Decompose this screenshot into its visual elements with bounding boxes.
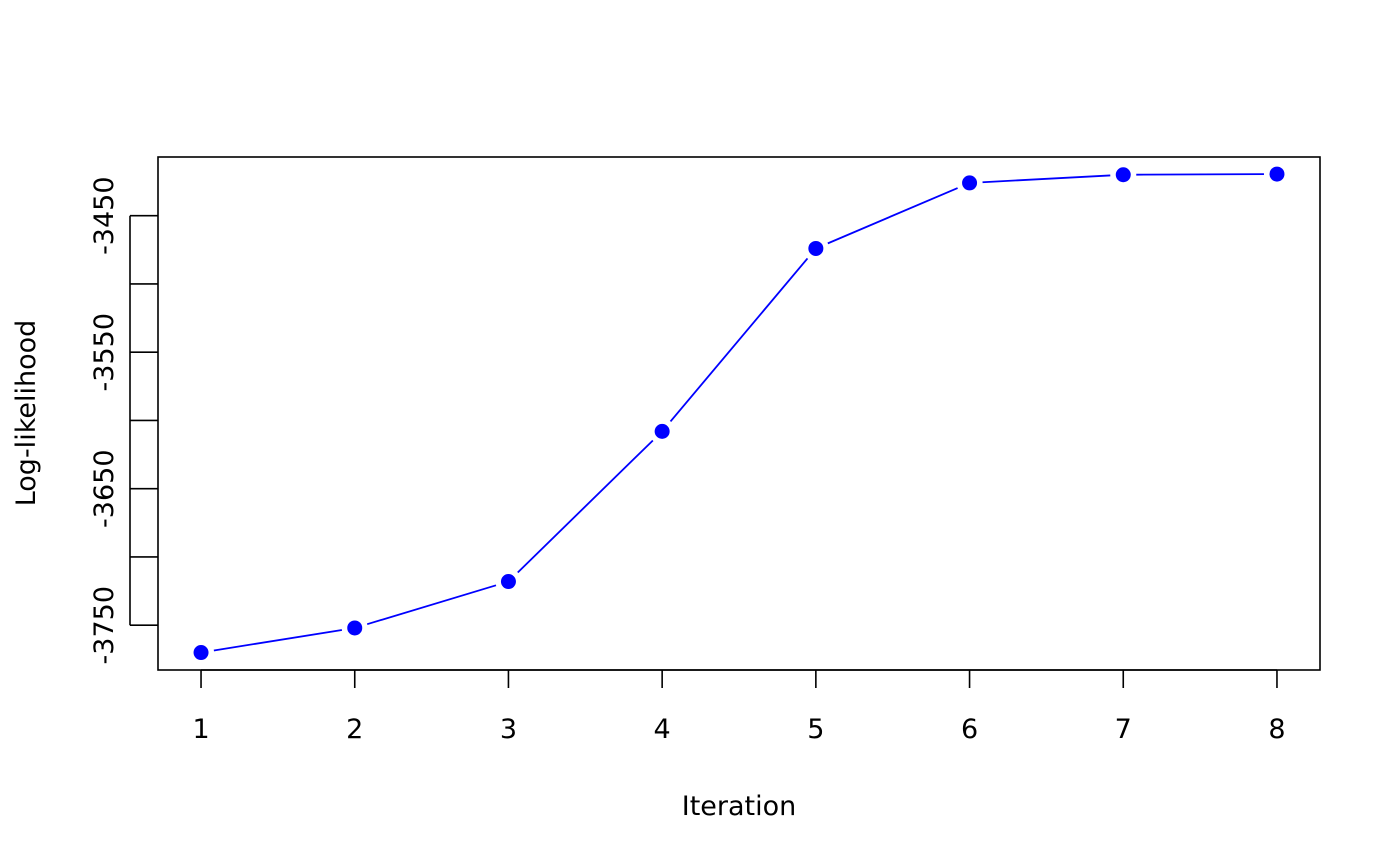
data-point <box>1115 167 1131 183</box>
y-tick-label: -3650 <box>89 449 120 527</box>
x-tick-label: 8 <box>1268 714 1285 745</box>
series-segment <box>517 439 654 574</box>
x-tick-label: 5 <box>807 714 824 745</box>
data-point <box>808 240 824 256</box>
series-segment <box>827 187 958 245</box>
y-tick-label: -3750 <box>89 586 120 664</box>
y-axis-title: Log-likelihood <box>11 320 42 507</box>
series-segment <box>1136 173 1264 176</box>
data-point <box>193 645 209 661</box>
series-segment <box>669 257 809 423</box>
x-axis-title: Iteration <box>682 791 797 822</box>
data-point <box>500 574 516 590</box>
series-segment <box>982 174 1111 184</box>
data-point <box>962 175 978 191</box>
x-tick-label: 6 <box>961 714 978 745</box>
x-tick-label: 1 <box>192 714 209 745</box>
series-segment <box>366 584 497 626</box>
x-tick-label: 4 <box>654 714 671 745</box>
x-tick-label: 2 <box>346 714 363 745</box>
x-tick-label: 7 <box>1115 714 1132 745</box>
data-point <box>1269 166 1285 182</box>
y-axis: -3750 -3650 -3550 -3450 <box>89 176 158 664</box>
y-tick-label: -3450 <box>89 176 120 254</box>
data-point <box>654 423 670 439</box>
data-point <box>347 620 363 636</box>
series-segment <box>213 629 343 652</box>
x-tick-label: 3 <box>500 714 517 745</box>
x-axis: 1 2 3 4 5 6 7 8 <box>192 669 1286 745</box>
series-layer <box>193 166 1285 661</box>
y-tick-label: -3550 <box>89 313 120 391</box>
